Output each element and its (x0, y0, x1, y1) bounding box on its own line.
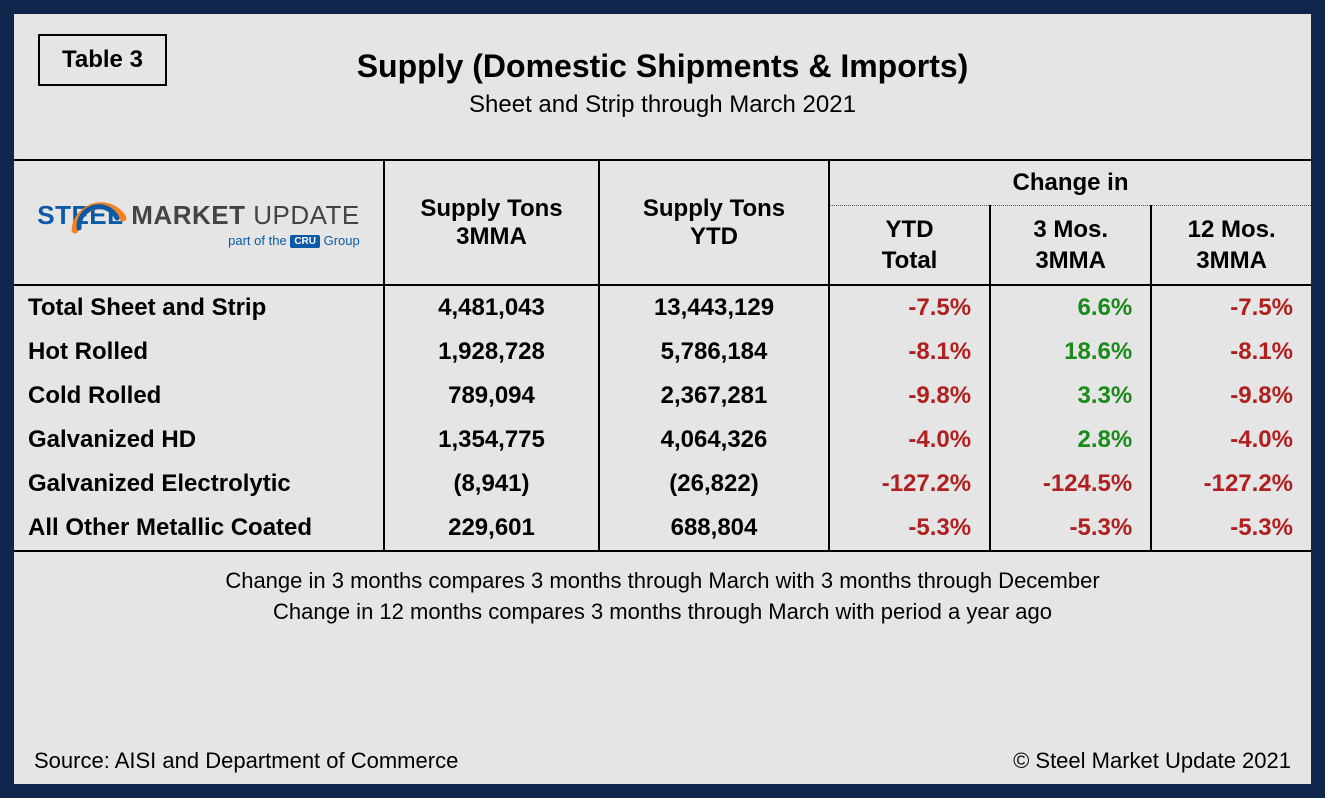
col-header-ytd: Supply TonsYTD (599, 160, 829, 285)
row-label: Galvanized HD (14, 418, 384, 462)
table-number-badge: Table 3 (38, 34, 167, 86)
col-header-3mma: Supply Tons3MMA (384, 160, 599, 285)
cell-change-12mos: -8.1% (1151, 330, 1311, 374)
logo-word-market: MARKET (131, 200, 245, 230)
cell-change-3mos: 3.3% (990, 374, 1151, 418)
cell-change-3mos: -5.3% (990, 506, 1151, 551)
cell-ytd: 4,064,326 (599, 418, 829, 462)
cell-change-3mos: 2.8% (990, 418, 1151, 462)
logo-tag-post: Group (324, 233, 360, 248)
row-label: All Other Metallic Coated (14, 506, 384, 551)
col-header-ytd-total: YTDTotal (829, 206, 990, 286)
cell-ytd: (26,822) (599, 462, 829, 506)
cell-change-3mos: -124.5% (990, 462, 1151, 506)
report-frame: Table 3 Supply (Domestic Shipments & Imp… (0, 0, 1325, 798)
cell-ytd: 13,443,129 (599, 285, 829, 330)
footnote: Change in 3 months compares 3 months thr… (14, 552, 1311, 628)
cell-3mma: 789,094 (384, 374, 599, 418)
cell-ytd: 5,786,184 (599, 330, 829, 374)
footer-row: Source: AISI and Department of Commerce … (28, 748, 1297, 774)
sub-title: Sheet and Strip through March 2021 (38, 91, 1287, 119)
footnote-line-2: Change in 12 months compares 3 months th… (273, 599, 1052, 624)
cell-change-12mos: -9.8% (1151, 374, 1311, 418)
table-row: Hot Rolled1,928,7285,786,184-8.1%18.6%-8… (14, 330, 1311, 374)
cell-change-12mos: -127.2% (1151, 462, 1311, 506)
logo-tag-pre: part of the (228, 233, 287, 248)
cell-change-12mos: -7.5% (1151, 285, 1311, 330)
cell-change-3mos: 18.6% (990, 330, 1151, 374)
col-header-3mos-3mma: 3 Mos.3MMA (990, 206, 1151, 286)
cell-3mma: (8,941) (384, 462, 599, 506)
cell-change-ytd: -9.8% (829, 374, 990, 418)
table-row: Total Sheet and Strip4,481,04313,443,129… (14, 285, 1311, 330)
cell-3mma: 4,481,043 (384, 285, 599, 330)
col-header-change-group: Change in (829, 160, 1311, 206)
cell-change-12mos: -4.0% (1151, 418, 1311, 462)
cell-3mma: 1,928,728 (384, 330, 599, 374)
cell-3mma: 1,354,775 (384, 418, 599, 462)
cru-badge-icon: CRU (290, 235, 320, 248)
cell-change-12mos: -5.3% (1151, 506, 1311, 551)
cell-ytd: 688,804 (599, 506, 829, 551)
cell-change-ytd: -5.3% (829, 506, 990, 551)
cell-3mma: 229,601 (384, 506, 599, 551)
table-row: All Other Metallic Coated229,601688,804-… (14, 506, 1311, 551)
copyright-text: © Steel Market Update 2021 (1013, 748, 1291, 774)
main-title: Supply (Domestic Shipments & Imports) (38, 48, 1287, 85)
source-text: Source: AISI and Department of Commerce (34, 748, 458, 774)
logo-cell: STEEL MARKET UPDATE part of the CRU Grou… (14, 160, 384, 285)
cell-change-ytd: -127.2% (829, 462, 990, 506)
swoosh-icon (65, 190, 129, 254)
table-row: Galvanized HD1,354,7754,064,326-4.0%2.8%… (14, 418, 1311, 462)
cell-change-3mos: 6.6% (990, 285, 1151, 330)
table-row: Cold Rolled789,0942,367,281-9.8%3.3%-9.8… (14, 374, 1311, 418)
table-row: Galvanized Electrolytic(8,941)(26,822)-1… (14, 462, 1311, 506)
brand-logo: STEEL MARKET UPDATE part of the CRU Grou… (37, 194, 360, 248)
footnote-line-1: Change in 3 months compares 3 months thr… (225, 568, 1099, 593)
row-label: Total Sheet and Strip (14, 285, 384, 330)
row-label: Hot Rolled (14, 330, 384, 374)
cell-ytd: 2,367,281 (599, 374, 829, 418)
cell-change-ytd: -8.1% (829, 330, 990, 374)
row-label: Galvanized Electrolytic (14, 462, 384, 506)
supply-table: STEEL MARKET UPDATE part of the CRU Grou… (14, 159, 1311, 552)
cell-change-ytd: -4.0% (829, 418, 990, 462)
row-label: Cold Rolled (14, 374, 384, 418)
cell-change-ytd: -7.5% (829, 285, 990, 330)
col-header-12mos-3mma: 12 Mos.3MMA (1151, 206, 1311, 286)
logo-word-update: UPDATE (253, 200, 360, 230)
header-zone: Table 3 Supply (Domestic Shipments & Imp… (14, 14, 1311, 159)
